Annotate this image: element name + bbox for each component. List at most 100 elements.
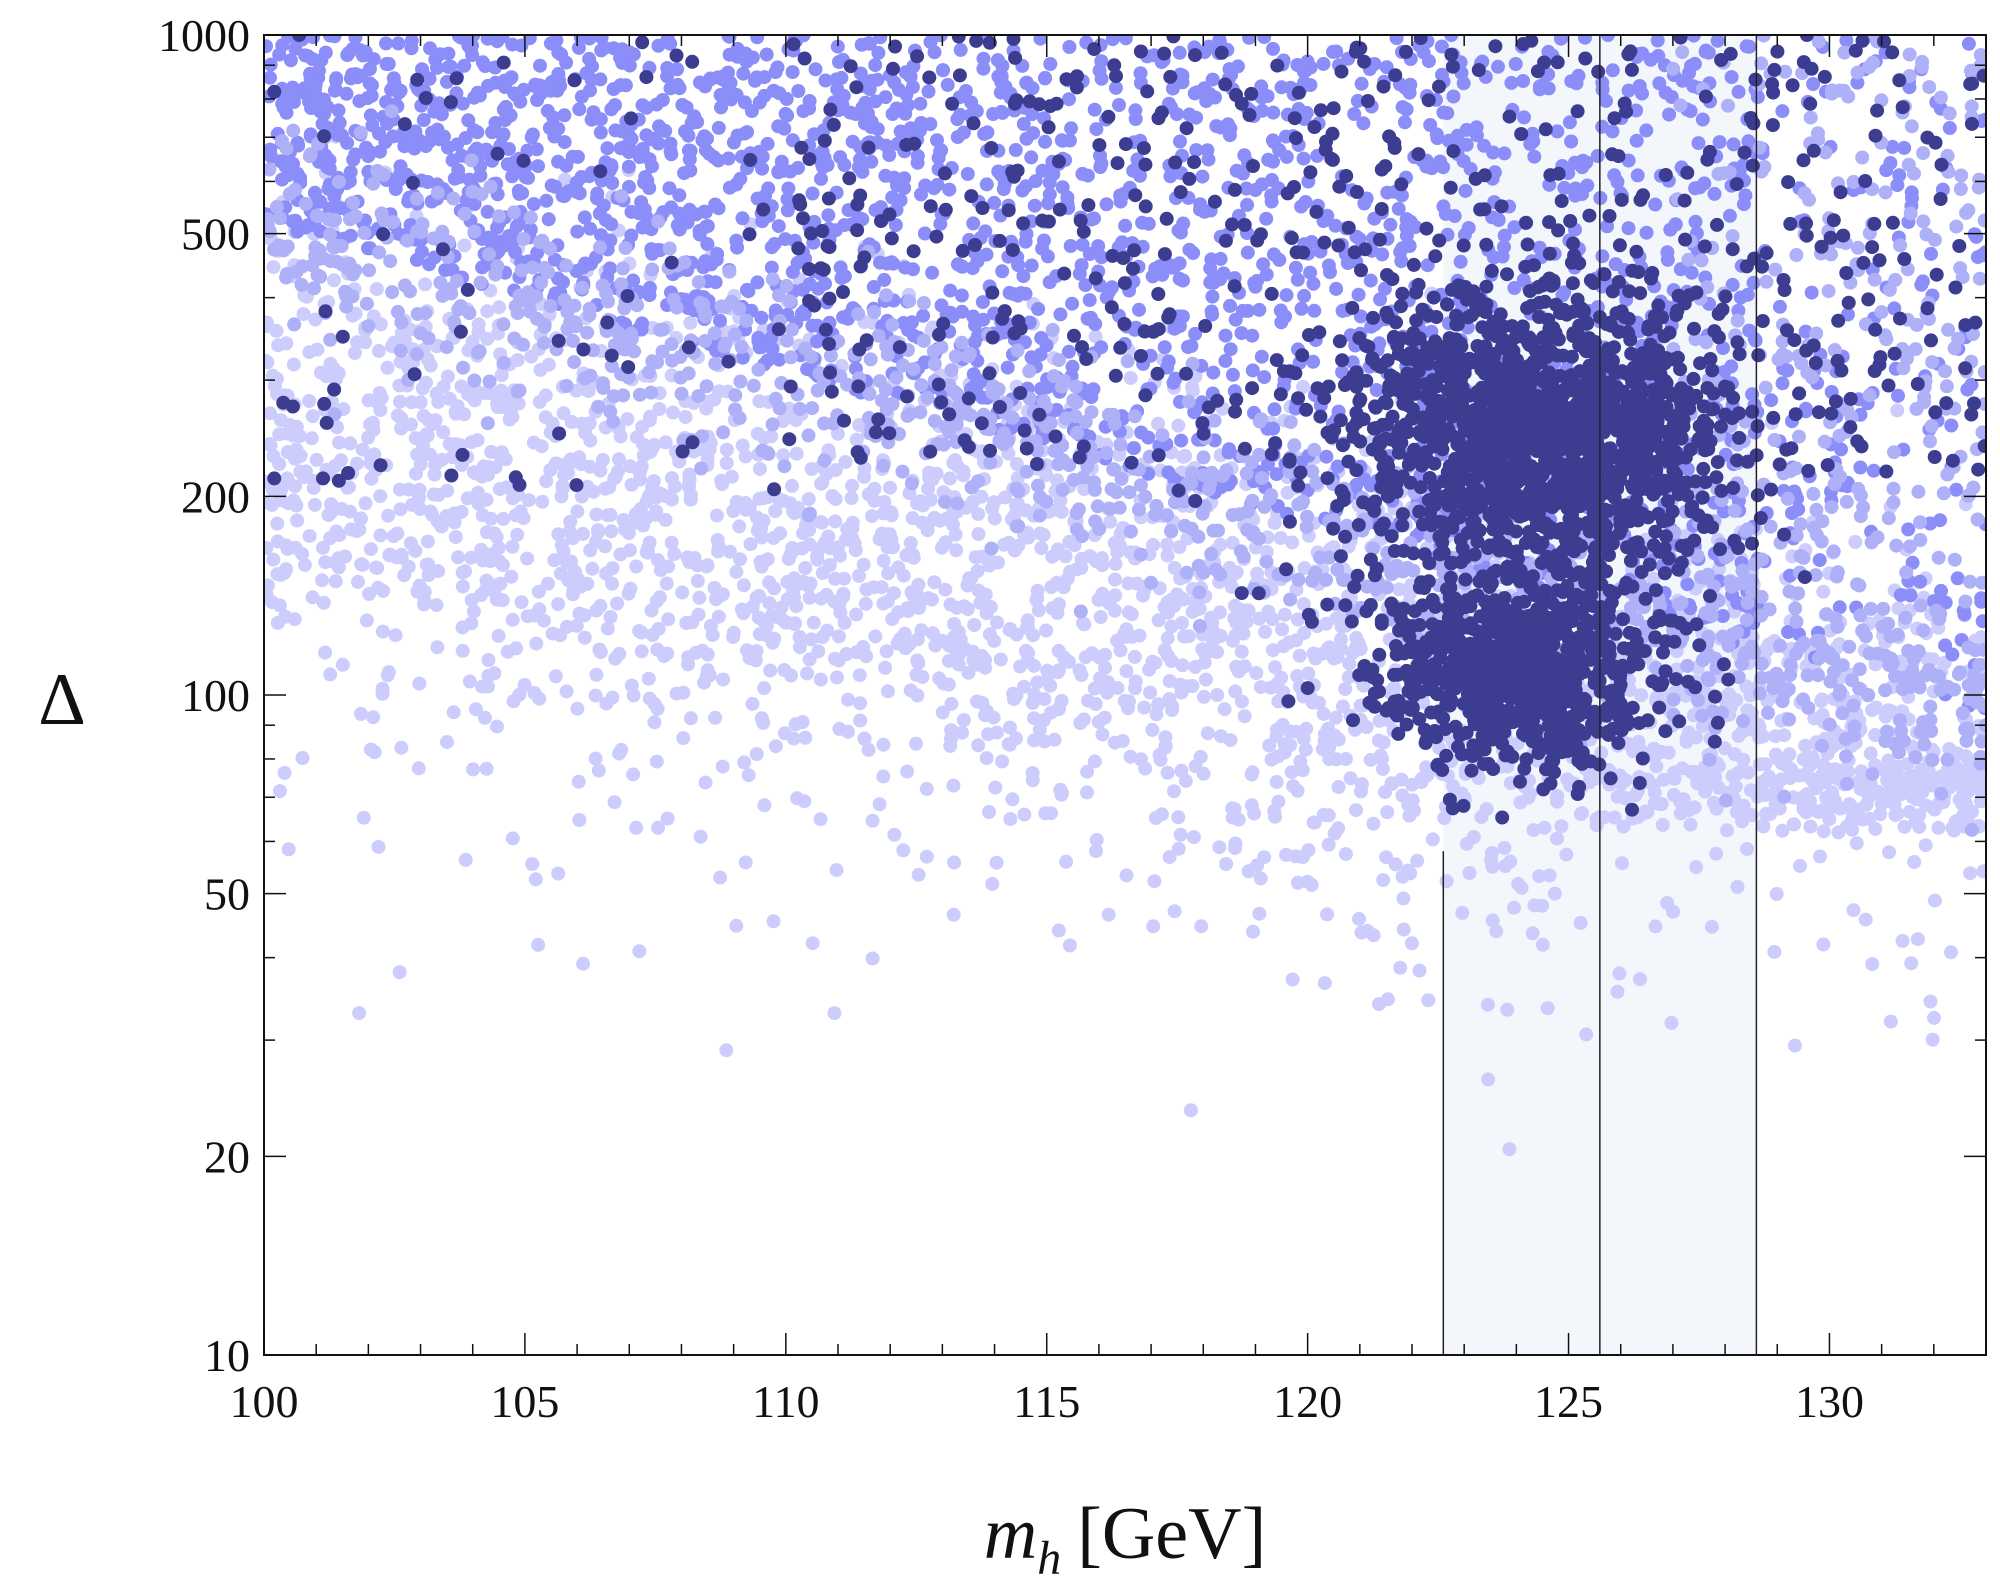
point-medium	[976, 61, 991, 76]
point-lightest	[1227, 802, 1242, 817]
point-lightest	[431, 395, 446, 409]
point-medium	[1240, 197, 1255, 212]
point-lightest	[1521, 790, 1536, 805]
point-lightest	[752, 394, 767, 409]
point-lightest	[608, 651, 623, 666]
point-medium	[1075, 237, 1090, 252]
point-medium	[870, 122, 885, 137]
point-lightest	[1173, 827, 1188, 842]
point-lightest	[852, 668, 867, 683]
point-lightest	[1815, 803, 1830, 818]
point-medium	[991, 164, 1006, 179]
point-medium	[352, 94, 367, 109]
point-lightest	[1073, 716, 1088, 730]
point-medium	[582, 35, 597, 46]
point-lightest	[551, 866, 566, 881]
point-medium	[1223, 298, 1237, 313]
point-lightest	[848, 543, 863, 558]
point-medium	[505, 169, 520, 184]
point-medium	[960, 167, 975, 181]
point-lightest	[380, 668, 395, 683]
point-medium	[340, 135, 355, 150]
point-lightest	[1185, 679, 1200, 693]
point-medium	[496, 238, 511, 253]
point-medium	[600, 141, 615, 156]
point-lightest	[1720, 823, 1734, 838]
point-lightest	[1244, 767, 1259, 782]
point-lightest	[567, 454, 582, 469]
point-lightest	[883, 480, 897, 495]
point-lightest	[388, 628, 403, 643]
point-medium	[730, 240, 745, 255]
point-lightest	[1147, 874, 1162, 889]
point-medium	[1087, 211, 1101, 226]
point-lightest	[1210, 688, 1225, 702]
point-medium	[861, 36, 876, 51]
point-lightest	[1077, 617, 1092, 632]
point-lightest	[1675, 761, 1690, 776]
point-lightest	[490, 400, 505, 415]
point-lightest	[868, 629, 883, 644]
point-medium	[559, 158, 574, 173]
point-lightest	[942, 471, 957, 486]
point-lightest	[1002, 622, 1017, 637]
point-lightest	[1258, 624, 1272, 639]
point-lightest	[585, 561, 600, 576]
point-lightest	[457, 407, 472, 422]
point-lightest	[1200, 726, 1215, 741]
point-lightest	[466, 604, 481, 619]
point-lightest	[1102, 596, 1117, 611]
point-medium	[1739, 39, 1754, 54]
point-medium	[1024, 150, 1039, 165]
point-medium	[1205, 289, 1220, 304]
point-lightest	[1976, 772, 1986, 787]
point-lightest	[1226, 633, 1240, 648]
point-lightest	[354, 706, 368, 721]
point-lightest	[1003, 812, 1018, 827]
point-lightest	[429, 598, 444, 613]
point-lightest	[773, 526, 788, 541]
point-medium	[1504, 75, 1519, 90]
point-lightest	[815, 566, 830, 580]
point-medium	[802, 277, 817, 292]
point-lightest	[756, 715, 771, 730]
point-medium	[716, 69, 731, 84]
point-lightest	[1005, 792, 1020, 807]
point-medium	[1031, 302, 1046, 316]
point-lightest	[531, 584, 546, 599]
point-lightest	[1549, 790, 1564, 805]
point-lightest	[1290, 875, 1305, 890]
point-lightest	[956, 713, 971, 727]
point-lightest	[1646, 778, 1661, 793]
point-lightest	[1210, 645, 1225, 659]
point-lightest	[620, 412, 635, 427]
point-lightest	[634, 644, 649, 659]
point-medium	[1429, 127, 1444, 142]
point-lightest	[1267, 516, 1282, 530]
point-lightest	[865, 509, 879, 524]
point-medium	[1204, 304, 1219, 319]
point-medium	[1161, 354, 1176, 369]
point-lightest	[629, 559, 644, 574]
point-lightest	[767, 581, 782, 596]
point-lightest	[1167, 904, 1182, 919]
point-lightest	[947, 855, 962, 870]
point-lightest	[470, 433, 485, 448]
point-lightest	[658, 435, 673, 450]
point-lightest	[1730, 805, 1744, 820]
point-lightest	[513, 504, 528, 519]
point-lightest	[532, 602, 547, 617]
point-medium	[1553, 35, 1568, 46]
point-lightest	[306, 480, 321, 495]
point-medium	[1957, 607, 1972, 622]
point-lightest	[712, 384, 727, 399]
point-lightest	[305, 409, 320, 424]
point-lightest	[924, 592, 939, 607]
point-lightest	[715, 477, 730, 492]
point-lightest	[1219, 857, 1234, 871]
point-lightest	[1317, 976, 1332, 991]
point-lightest	[393, 410, 408, 425]
point-lightest	[1575, 806, 1589, 821]
point-lightest	[764, 429, 779, 444]
point-lightest	[692, 590, 707, 605]
